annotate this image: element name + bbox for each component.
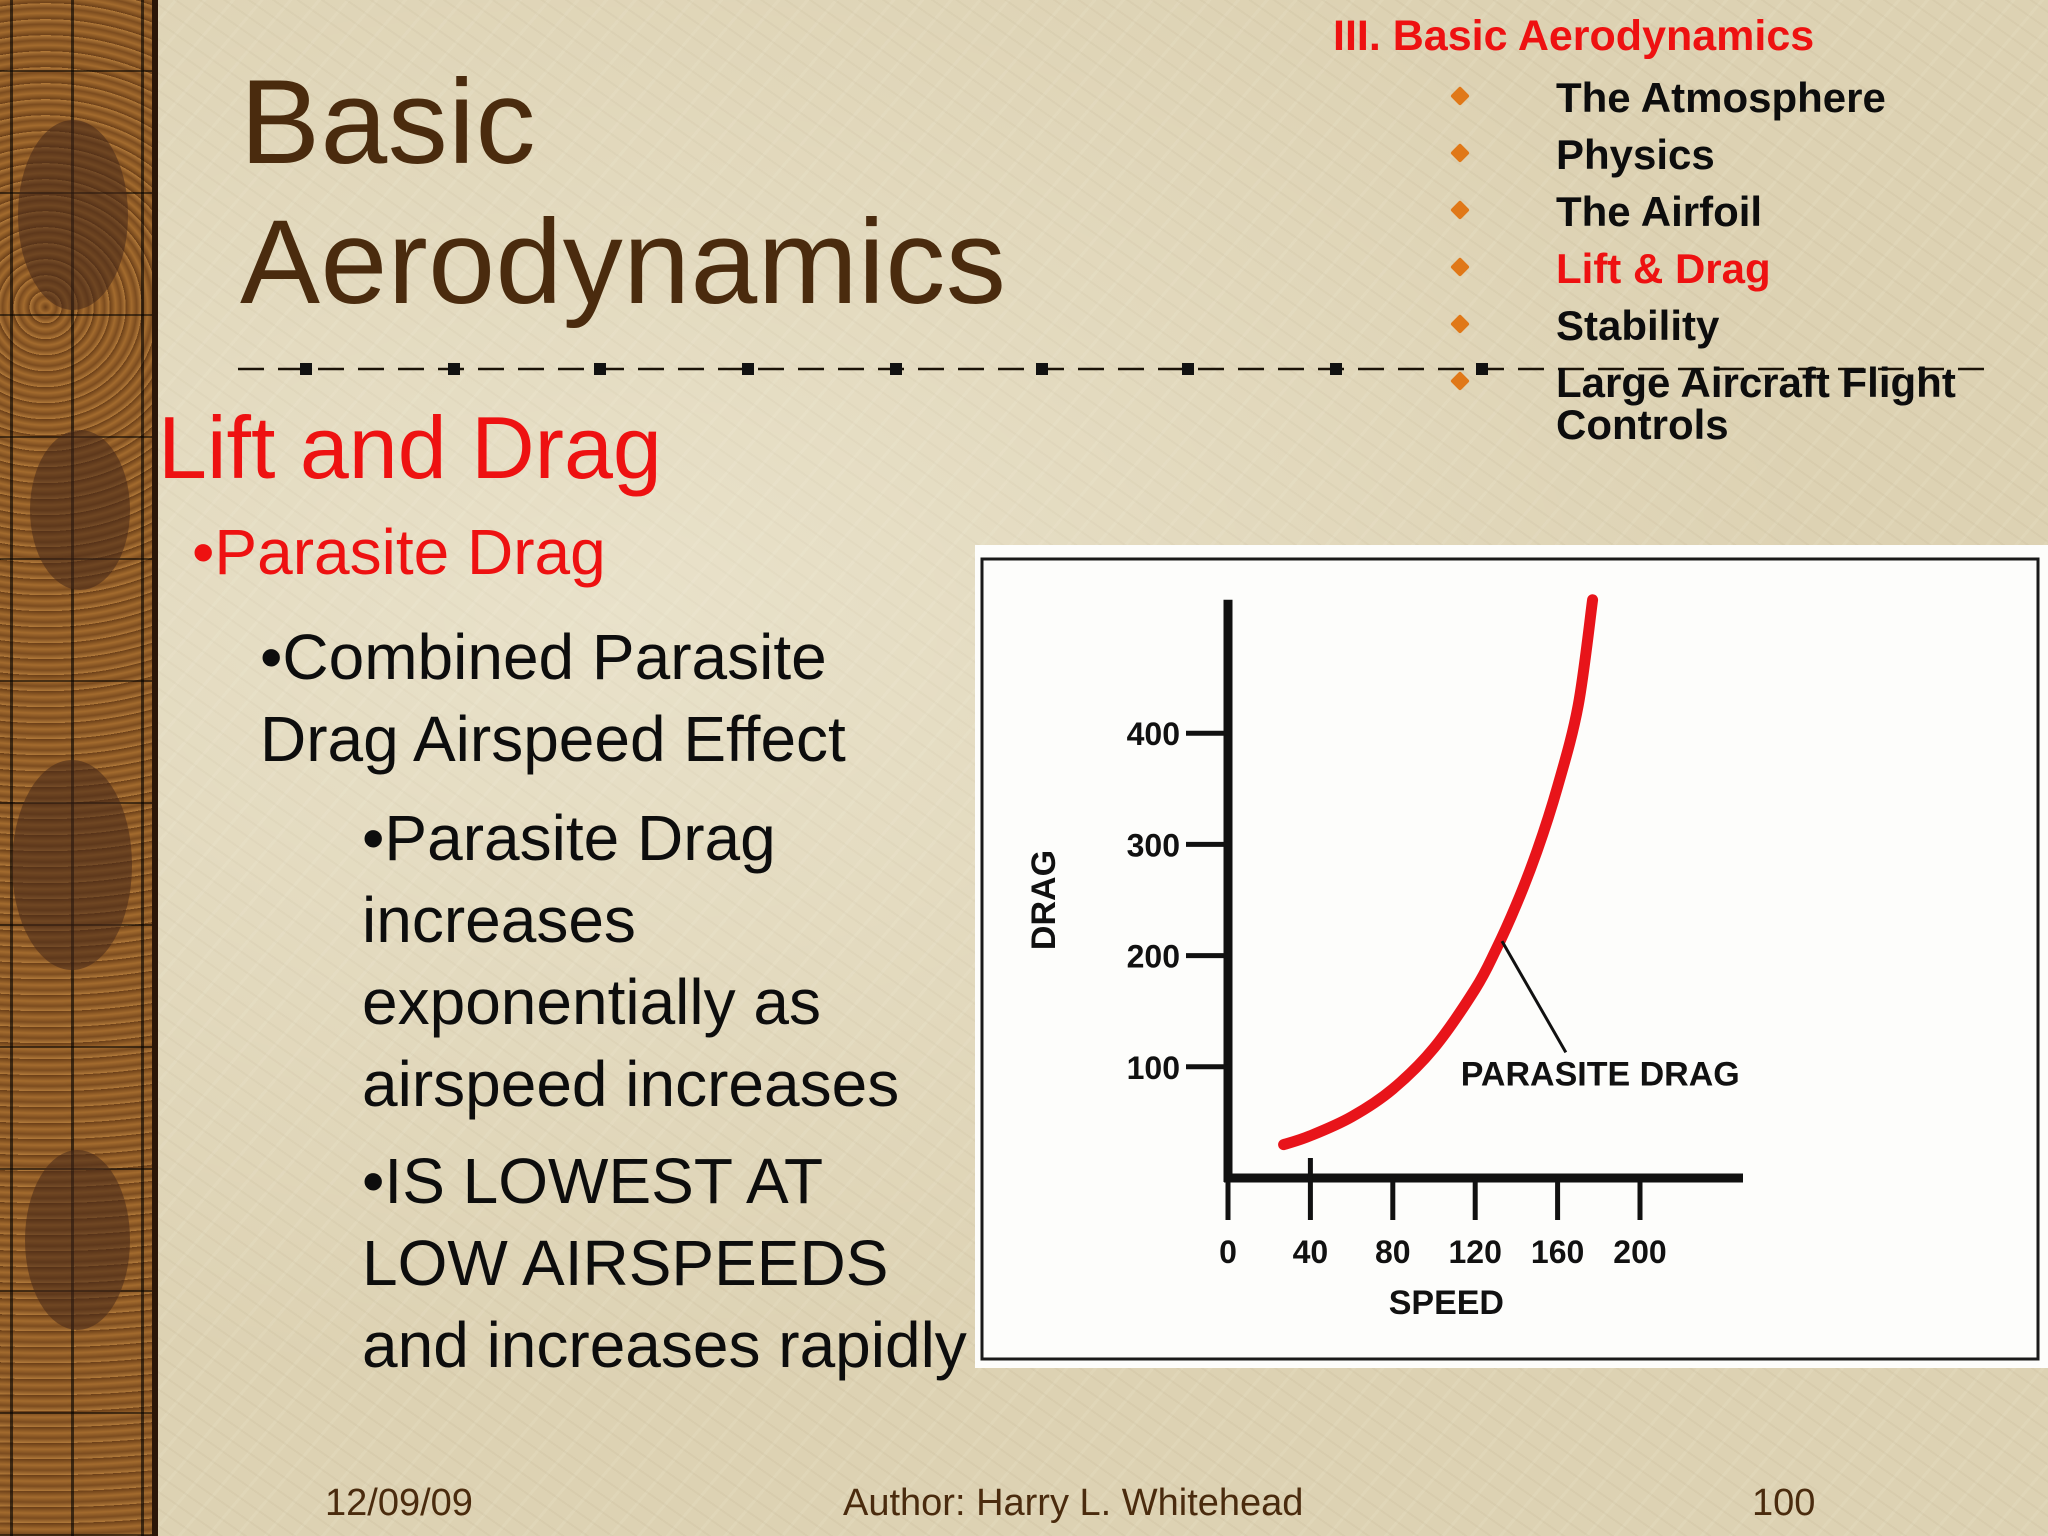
decorative-side-strip xyxy=(0,0,158,1536)
diamond-bullet-icon xyxy=(1450,314,1470,334)
dashed-divider xyxy=(238,363,1998,375)
x-tick-label: 40 xyxy=(1293,1234,1329,1270)
x-tick-label: 80 xyxy=(1375,1234,1411,1270)
outline-item: Stability xyxy=(1333,305,2033,347)
slide-title: Basic Aerodynamics xyxy=(240,52,1006,332)
y-axis-ticks: 100 200 300 400 xyxy=(1127,716,1228,1086)
y-axis-label: DRAG xyxy=(1025,850,1063,950)
bullet-level-3: •IS LOWEST AT LOW AIRSPEEDS and increase… xyxy=(362,1145,967,1381)
diamond-bullet-icon xyxy=(1450,86,1470,106)
y-tick-label: 400 xyxy=(1127,716,1180,752)
x-tick-label: 120 xyxy=(1449,1234,1502,1270)
footer-date: 12/09/09 xyxy=(325,1482,473,1524)
topic-outline: III. Basic Aerodynamics The Atmosphere P… xyxy=(1333,10,2033,446)
slide-title-line-1: Basic xyxy=(240,55,536,189)
x-tick-label: 0 xyxy=(1219,1234,1237,1270)
drag-chart-panel: 100 200 300 400 0 40 80 120 160 200 PARASITE DRA… xyxy=(975,545,2048,1368)
outline-item-label: The Atmosphere xyxy=(1556,74,1886,121)
divider-markers xyxy=(300,363,1488,375)
diamond-bullet-icon xyxy=(1450,200,1470,220)
parasite-drag-curve xyxy=(1278,594,1599,1151)
diamond-bullet-icon xyxy=(1450,143,1470,163)
x-axis-ticks: 0 40 80 120 160 200 xyxy=(1219,1158,1667,1270)
outline-item-label: Large Aircraft Flight Controls xyxy=(1556,359,1956,448)
annotation-leader-line xyxy=(1500,940,1568,1054)
outline-item: Physics xyxy=(1333,134,2033,176)
outline-item-label: Physics xyxy=(1556,131,1715,178)
outline-item-label: Stability xyxy=(1556,302,1720,349)
side-strip-blot xyxy=(18,120,128,310)
side-strip-blot xyxy=(12,760,132,970)
x-tick-label: 160 xyxy=(1531,1234,1584,1270)
y-tick-label: 300 xyxy=(1127,827,1180,863)
x-tick-label: 200 xyxy=(1613,1234,1666,1270)
side-strip-blot xyxy=(25,1150,130,1330)
outline-item: The Airfoil xyxy=(1333,191,2033,233)
outline-item-active: Lift & Drag xyxy=(1333,248,2033,290)
annotation-label: PARASITE DRAG xyxy=(1461,1056,1740,1094)
outline-item: Large Aircraft Flight Controls xyxy=(1333,362,2033,446)
diamond-bullet-icon xyxy=(1450,257,1470,277)
footer-page-number: 100 xyxy=(1752,1482,1816,1524)
footer-author: Author: Harry L. Whitehead xyxy=(843,1482,1304,1524)
bullet-level-3: •Parasite Drag increases exponentially a… xyxy=(362,802,900,1120)
outline-item-label: Lift & Drag xyxy=(1556,245,1771,292)
x-axis-label: SPEED xyxy=(1389,1284,1504,1322)
outline-list: The Atmosphere Physics The Airfoil Lift … xyxy=(1333,77,2033,446)
section-heading: Lift and Drag xyxy=(158,398,662,497)
parasite-drag-chart: 100 200 300 400 0 40 80 120 160 200 PARASITE DRA… xyxy=(980,557,2040,1361)
bullet-level-1: •Parasite Drag xyxy=(192,516,606,588)
bullet-level-2: •Combined Parasite Drag Airspeed Effect xyxy=(260,621,846,775)
y-tick-label: 200 xyxy=(1127,939,1180,975)
y-tick-label: 100 xyxy=(1127,1050,1180,1086)
outline-title: III. Basic Aerodynamics xyxy=(1333,12,1815,60)
slide-title-line-2: Aerodynamics xyxy=(240,195,1007,329)
chart-frame xyxy=(980,557,2040,1361)
side-strip-blot xyxy=(30,430,130,590)
outline-item-label: The Airfoil xyxy=(1556,188,1763,235)
outline-item: The Atmosphere xyxy=(1333,77,2033,119)
diamond-bullet-icon xyxy=(1450,371,1470,391)
